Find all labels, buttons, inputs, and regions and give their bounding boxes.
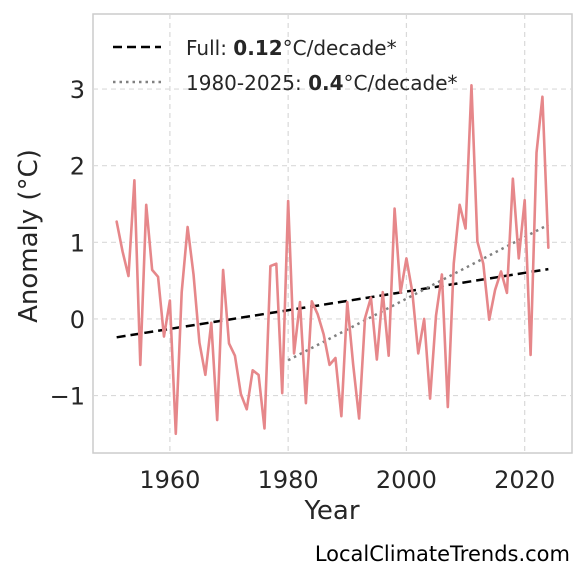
legend-full-suffix: °C/decade* [283, 36, 397, 60]
x-tick-label: 1960 [139, 466, 200, 494]
legend-recent-prefix: 1980-2025: [186, 71, 308, 95]
legend-recent-text: 1980-2025: 0.4°C/decade* [186, 71, 458, 95]
legend-full-text: Full: 0.12°C/decade* [186, 36, 397, 60]
x-tick-label: 1980 [258, 466, 319, 494]
y-tick-label: −1 [50, 383, 85, 411]
trend-lines [116, 223, 549, 362]
x-tick-label: 2020 [494, 466, 555, 494]
y-tick-label: 2 [70, 153, 85, 181]
legend-full-rate: 0.12 [233, 36, 282, 60]
data-series [115, 83, 550, 436]
y-tick-label: 3 [70, 76, 85, 104]
full-trend-line [116, 267, 549, 339]
x-axis-label: Year [303, 496, 359, 526]
y-tick-label: 0 [70, 306, 85, 334]
tick-labels: 1960 1980 2000 2020 −1 0 1 2 3 [50, 76, 556, 494]
legend-recent-rate: 0.4 [308, 71, 343, 95]
watermark: LocalClimateTrends.com [315, 542, 570, 566]
y-axis-label: Anomaly (°C) [14, 149, 44, 323]
x-tick-label: 2000 [376, 466, 437, 494]
plot-frame [92, 13, 573, 454]
anomaly-series-line [115, 83, 550, 436]
y-tick-label: 1 [70, 229, 85, 257]
legend-full-prefix: Full: [186, 36, 233, 60]
legend: Full: 0.12°C/decade* 1980-2025: 0.4°C/de… [113, 36, 458, 95]
legend-recent-suffix: °C/decade* [344, 71, 458, 95]
